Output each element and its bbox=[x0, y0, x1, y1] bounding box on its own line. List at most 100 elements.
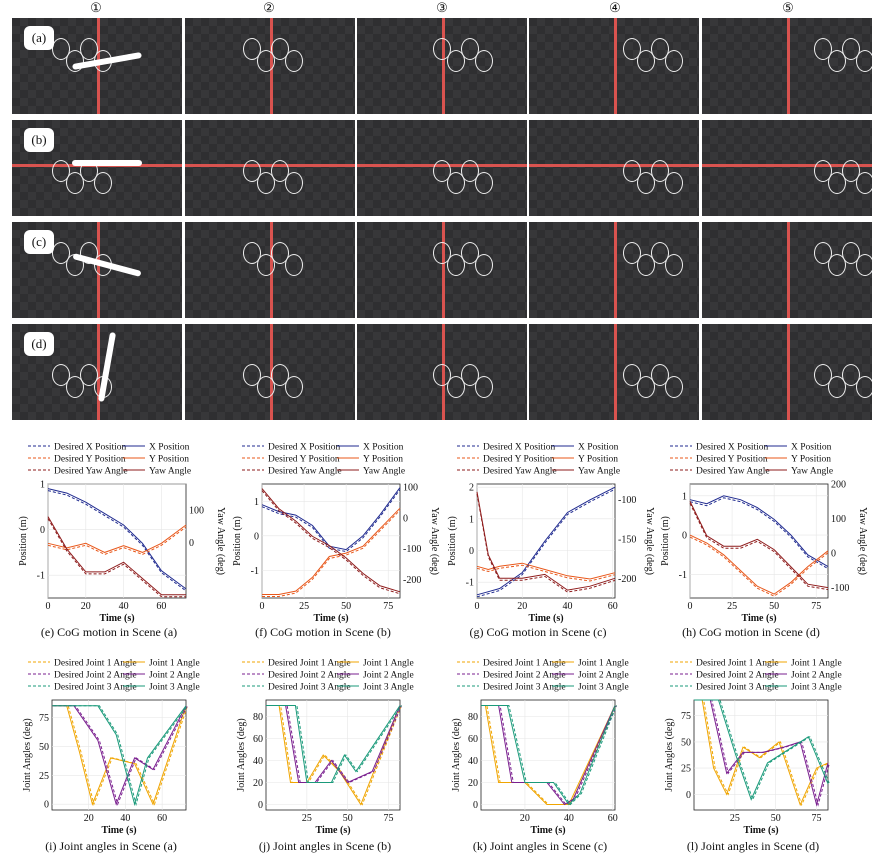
desired-joint1-line bbox=[267, 705, 402, 806]
robot-link-marker bbox=[257, 376, 275, 398]
column-label-2: ② bbox=[263, 0, 275, 15]
robot-link-marker bbox=[842, 160, 860, 182]
cog-plot-2: Desired X Position X Position Desired Y Po… bbox=[232, 443, 440, 640]
y-line bbox=[689, 534, 829, 595]
x-tick-label: 75 bbox=[812, 813, 822, 824]
desired-y-line bbox=[262, 509, 401, 597]
desired-joint2-line bbox=[53, 705, 188, 806]
scene-photo-3-4 bbox=[529, 222, 699, 318]
y-tick-label: 1 bbox=[469, 514, 474, 525]
y-tick-label: 20 bbox=[253, 778, 263, 789]
legend-entry: Desired Yaw Angle bbox=[696, 467, 770, 477]
scene-photo-3-3 bbox=[357, 222, 527, 318]
x-tick-label: 20 bbox=[81, 601, 91, 612]
legend-entry: Desired Y Position bbox=[268, 455, 340, 465]
robot-link-marker bbox=[271, 160, 289, 182]
robot-link-marker bbox=[651, 160, 669, 182]
robot-link-marker bbox=[856, 376, 872, 398]
joint-plot-3: Desired Joint 1 Angle Joint 1 Angle Desire… bbox=[451, 659, 629, 854]
legend-entry: Joint 3 Angle bbox=[791, 683, 842, 693]
x-tick-label: 25 bbox=[730, 813, 740, 824]
y-tick-label: 1 bbox=[40, 480, 45, 491]
robot-link-marker bbox=[447, 50, 465, 72]
y-tick-label: 75 bbox=[39, 713, 49, 724]
desired-x-line bbox=[261, 489, 401, 553]
y-tick-label: -1 bbox=[251, 566, 259, 577]
joint1-line bbox=[52, 705, 187, 806]
legend-entry: Desired Y Position bbox=[54, 455, 126, 465]
legend-entry: Desired Joint 2 Angle bbox=[483, 671, 566, 681]
legend-entry: Desired Joint 1 Angle bbox=[54, 659, 137, 669]
desired-yaw-line bbox=[689, 503, 829, 591]
y2-axis-label: Yaw Angle (deg) bbox=[429, 507, 440, 575]
legend-entry: Desired Joint 1 Angle bbox=[268, 659, 351, 669]
x-tick-label: 60 bbox=[608, 601, 618, 612]
robot-link-marker bbox=[461, 38, 479, 60]
robot-link-marker bbox=[651, 242, 669, 264]
robot-link-marker bbox=[814, 38, 832, 60]
red-rail bbox=[614, 18, 617, 114]
robot-link-marker bbox=[665, 172, 683, 194]
caption: (l) Joint angles in Scene (d) bbox=[687, 839, 819, 853]
scene-photo-3-5 bbox=[702, 222, 872, 318]
x-tick-label: 20 bbox=[84, 813, 94, 824]
robot-link-marker bbox=[475, 172, 493, 194]
x-axis-label: Time (s) bbox=[101, 825, 136, 836]
robot-link-marker bbox=[665, 376, 683, 398]
legend-entry: Desired Y Position bbox=[696, 455, 768, 465]
legend-entry: Joint 3 Angle bbox=[363, 683, 414, 693]
x-axis-label: Time (s) bbox=[741, 613, 776, 624]
robot-link-marker bbox=[828, 172, 846, 194]
robot-link-marker bbox=[257, 50, 275, 72]
robot-link-marker bbox=[52, 364, 70, 386]
robot-link-marker bbox=[651, 38, 669, 60]
y-axis-label: Position (m) bbox=[232, 516, 243, 566]
legend-entry: Desired Yaw Angle bbox=[54, 467, 128, 477]
desired-x-line bbox=[476, 488, 616, 598]
joint2-line bbox=[52, 705, 187, 806]
caption: (e) CoG motion in Scene (a) bbox=[41, 625, 177, 639]
caption: (f) CoG motion in Scene (b) bbox=[255, 625, 391, 639]
caption: (k) Joint angles in Scene (c) bbox=[473, 839, 607, 853]
y-tick-label: 80 bbox=[468, 712, 478, 723]
x-tick-label: 60 bbox=[157, 813, 167, 824]
robot-link-marker bbox=[842, 364, 860, 386]
robot-link-marker bbox=[475, 254, 493, 276]
robot-link-marker bbox=[66, 376, 84, 398]
yaw-line bbox=[476, 491, 616, 591]
desired-joint3-line bbox=[482, 705, 617, 806]
joint2-line bbox=[481, 705, 616, 806]
robot-link-marker bbox=[814, 242, 832, 264]
robot-link-marker bbox=[856, 50, 872, 72]
scene-photo-1-3 bbox=[357, 18, 527, 114]
robot-link-marker bbox=[257, 172, 275, 194]
legend-entry: Desired Joint 1 Angle bbox=[483, 659, 566, 669]
scene-photo-3-2 bbox=[185, 222, 355, 318]
x-tick-label: 40 bbox=[562, 601, 572, 612]
caption: (g) CoG motion in Scene (c) bbox=[470, 625, 607, 639]
x-line bbox=[689, 495, 829, 568]
red-rail bbox=[97, 324, 100, 420]
legend-entry: Desired X Position bbox=[54, 443, 127, 453]
y2-tick-label: 100 bbox=[831, 514, 846, 525]
robot-link-marker bbox=[665, 50, 683, 72]
legend-entry: Yaw Angle bbox=[149, 467, 191, 477]
plot-frame bbox=[47, 483, 187, 599]
robot-link-marker bbox=[623, 160, 641, 182]
robot-link-marker bbox=[433, 160, 451, 182]
robot-link-marker bbox=[66, 172, 84, 194]
y-line bbox=[262, 507, 401, 595]
x-tick-label: 75 bbox=[384, 813, 394, 824]
y-axis-label: Joint Angles (deg) bbox=[22, 718, 33, 791]
robot-link-marker bbox=[623, 38, 641, 60]
x-line bbox=[47, 488, 187, 590]
x-line bbox=[476, 486, 616, 596]
robot-link-marker bbox=[623, 242, 641, 264]
robot-link-marker bbox=[447, 254, 465, 276]
robot-link-marker bbox=[80, 38, 98, 60]
plot-frame bbox=[476, 483, 616, 599]
row-label-3: (c) bbox=[24, 230, 54, 254]
scene-photo-4-4 bbox=[529, 324, 699, 420]
desired-joint3-line bbox=[53, 705, 188, 807]
cog-plot-4: Desired X Position X Position Desired Y Po… bbox=[660, 443, 868, 640]
